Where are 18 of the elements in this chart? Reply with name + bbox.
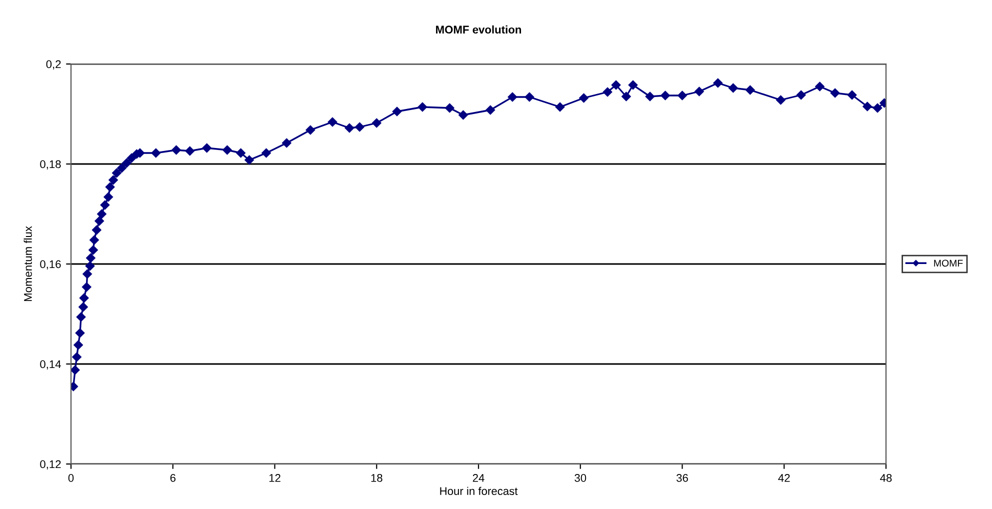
x-tick-label: 6 [170,474,176,482]
y-tick-label: 0,12 [40,460,61,470]
legend-label: MOMF [934,260,963,267]
x-tick-label: 42 [778,474,790,482]
chart-title: MOMF evolution [436,25,522,34]
x-tick-label: 0 [68,474,74,482]
x-tick-label: 24 [472,474,484,482]
y-tick-label: 0,16 [40,260,61,270]
y-tick-label: 0,14 [40,360,61,370]
x-tick-label: 18 [371,474,382,482]
x-tick-label: 36 [676,474,688,482]
y-tick-label: 0,2 [46,60,61,70]
x-axis-title: Hour in forecast [440,486,518,496]
y-tick-label: 0,18 [40,160,61,170]
x-tick-label: 48 [880,474,892,482]
y-axis-title: Momentum flux [24,226,32,302]
x-tick-label: 12 [269,474,280,482]
x-tick-label: 30 [574,474,586,482]
